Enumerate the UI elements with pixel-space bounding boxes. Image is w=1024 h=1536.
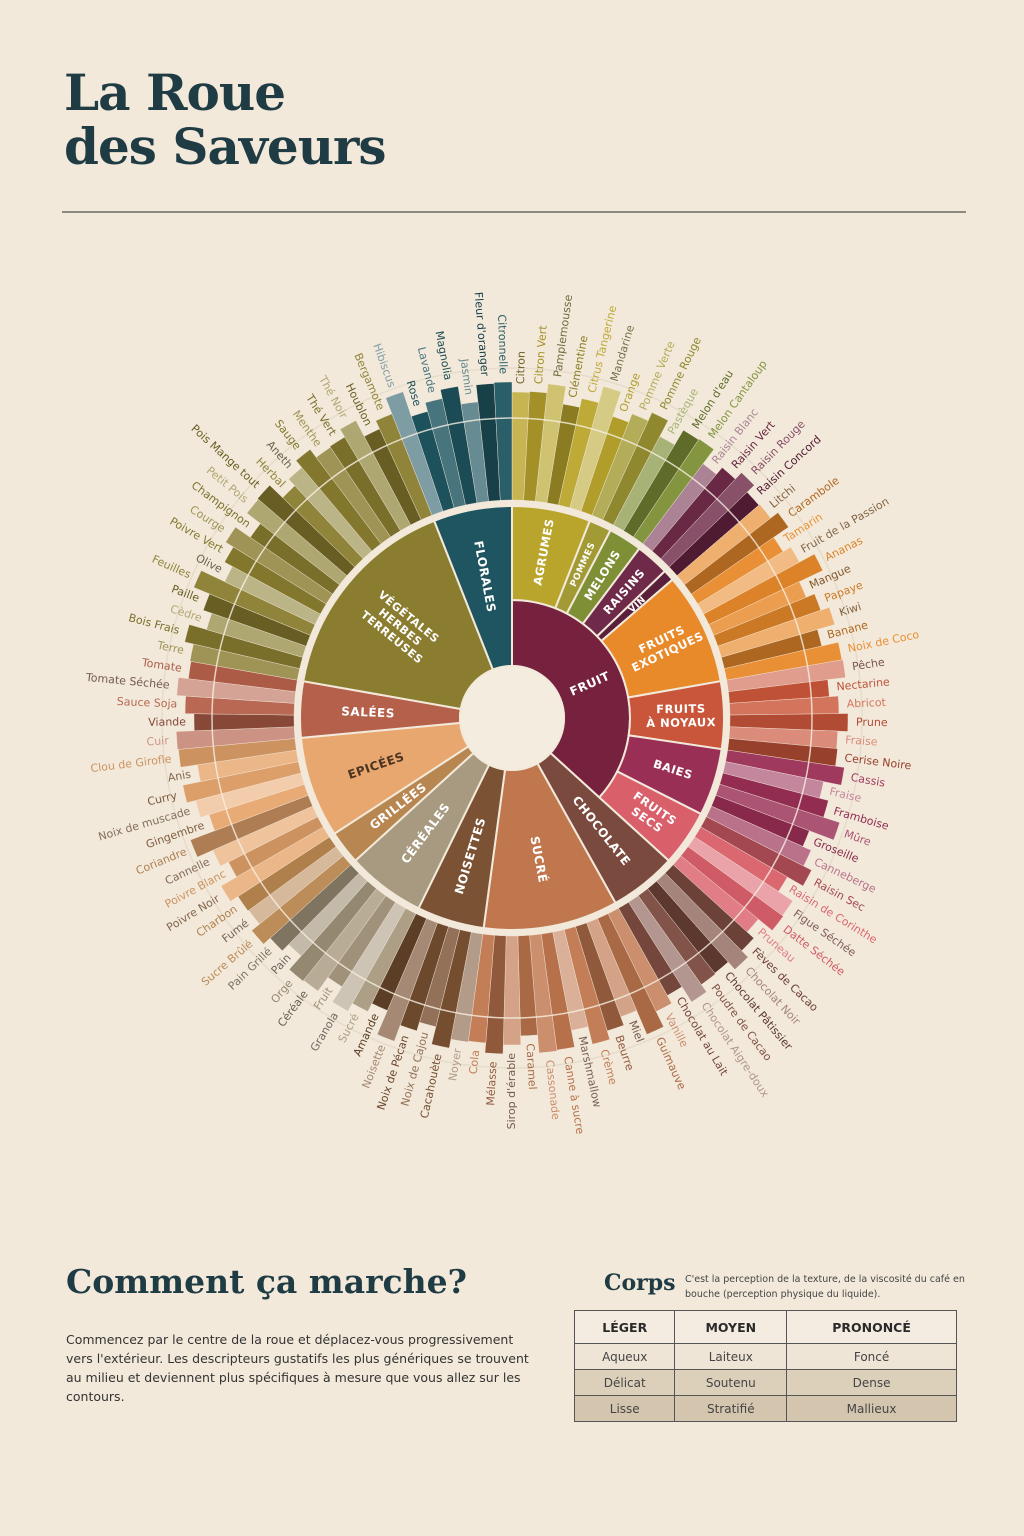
descriptor-label: Magnolia	[433, 330, 455, 381]
descriptor-label: Sauce Soja	[117, 695, 178, 710]
cell: Soutenu	[674, 1369, 788, 1396]
cell: Lisse	[573, 1395, 676, 1422]
sector-label: FRUITSÀ NOYAUX	[646, 701, 716, 730]
descriptor-label: Nectarine	[836, 675, 891, 693]
descriptor-label: Cassonade	[543, 1059, 562, 1120]
sector-label: SALÉES	[341, 703, 395, 720]
column-header: PRONONCÉ	[786, 1310, 957, 1344]
descriptor-label: Olive	[194, 551, 225, 575]
center-hub	[459, 665, 565, 771]
descriptor-label: Feuilles	[150, 553, 193, 582]
ring-line	[211, 417, 813, 1019]
title: La Roue des Saveurs	[64, 63, 387, 176]
descriptor-bar	[493, 381, 513, 501]
descriptor-label: Mélasse	[484, 1061, 499, 1106]
sector-label-line: FRUITS	[656, 702, 706, 717]
descriptor-label: Fraise	[845, 733, 878, 748]
row: Délicat Soutenu Dense	[573, 1369, 957, 1396]
column-header: MOYEN	[674, 1310, 788, 1344]
descriptor-label: Clou de Girofle	[90, 752, 173, 775]
descriptor-label: Anis	[167, 768, 192, 785]
table-note: C'est la perception de la texture, de la…	[685, 1274, 965, 1300]
guide-circle	[161, 367, 863, 1069]
descriptor-label: Pêche	[851, 656, 886, 674]
descriptor-label: Cerise Noire	[844, 751, 912, 772]
cell: Aqueux	[573, 1343, 676, 1370]
header-row: LÉGER MOYEN PRONONCÉ	[573, 1310, 957, 1344]
guide-text: Commencez par le centre de la roue et dé…	[66, 1332, 529, 1404]
descriptor-label: Cola	[467, 1049, 483, 1074]
descriptor-label: Prune	[856, 716, 888, 729]
descriptor-label: Terre	[155, 639, 185, 657]
descriptor-label: Tomate	[140, 656, 183, 675]
descriptor-label: Fleur d'oranger	[472, 291, 492, 377]
descriptor-label: Abricot	[846, 696, 886, 711]
sector-label-line: SALÉES	[341, 703, 395, 720]
descriptor-label: Tomate Séchée	[84, 671, 170, 692]
cell: Délicat	[573, 1369, 676, 1396]
descriptor-label: Framboise	[832, 804, 890, 832]
flavor-wheel: Citron Citron Vert PamplemousseClémentineC…	[84, 291, 920, 1135]
descriptor-label: Kiwi	[838, 600, 863, 619]
descriptor-label: Jasmin	[457, 357, 475, 396]
cell: Stratifié	[674, 1395, 788, 1422]
descriptor-label: Citron Vert	[532, 324, 550, 384]
cell: Mallieux	[786, 1395, 957, 1422]
table-title: Corps	[604, 1270, 676, 1296]
body-table: LÉGER MOYEN PRONONCÉ Aqueux Laiteux Foncé …	[573, 1310, 957, 1422]
sector-label-line: À NOYAUX	[646, 714, 716, 730]
sector-label: VÉGÉTALESHERBESTERREUSES	[358, 588, 442, 667]
descriptor-label: Mûre	[842, 827, 872, 848]
title-line: des Saveurs	[64, 117, 387, 176]
guide-title: Comment ça marche?	[66, 1262, 467, 1301]
title-line: La Roue	[64, 63, 286, 122]
descriptor-label: Viande	[148, 715, 186, 729]
descriptor-label: Granola	[308, 1010, 341, 1054]
descriptor-label: Noyer	[446, 1047, 464, 1082]
row: Aqueux Laiteux Foncé	[573, 1343, 957, 1370]
column-header: LÉGER	[573, 1310, 676, 1344]
row: Lisse Stratifié Mallieux	[573, 1395, 957, 1422]
descriptor-label: Cuir	[146, 734, 170, 748]
descriptor-label: Cèdre	[169, 602, 204, 624]
descriptor-label: Caramel	[524, 1043, 539, 1090]
descriptor-label: Citronnelle	[495, 314, 510, 374]
cell: Dense	[786, 1369, 957, 1396]
divider	[62, 211, 966, 213]
descriptor-label: Cassis	[850, 771, 887, 790]
descriptor-label: Citron	[514, 351, 528, 384]
descriptor-label: Sirop d'érable	[505, 1053, 518, 1130]
cell: Foncé	[786, 1343, 957, 1370]
descriptor-label: Crème	[597, 1048, 619, 1087]
descriptor-label: Fraise	[828, 785, 863, 805]
cell: Laiteux	[674, 1343, 788, 1370]
